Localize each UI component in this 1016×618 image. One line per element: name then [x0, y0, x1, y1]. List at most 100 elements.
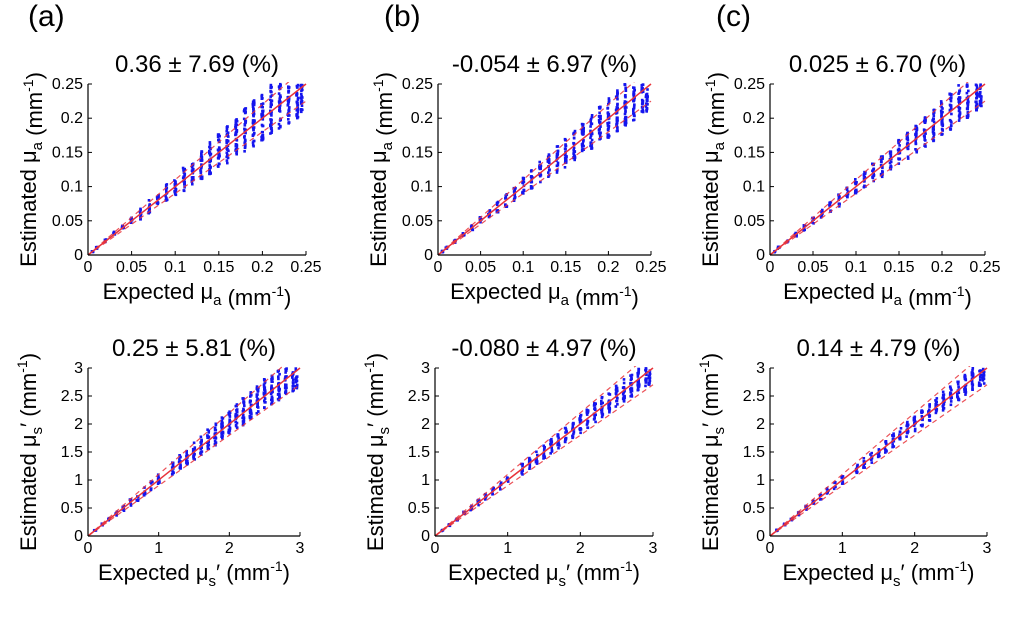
data-point	[641, 83, 645, 87]
data-point	[572, 150, 576, 153]
x-tick-label: 0	[766, 540, 775, 557]
data-point	[593, 415, 596, 418]
data-point	[285, 375, 288, 378]
data-point	[598, 121, 602, 124]
data-point	[942, 407, 945, 410]
data-point	[269, 112, 273, 116]
data-point	[598, 134, 602, 138]
data-point	[528, 465, 532, 469]
data-point	[641, 87, 644, 90]
data-point	[982, 382, 986, 385]
data-point	[913, 429, 917, 433]
data-point	[966, 111, 970, 114]
data-point	[616, 129, 619, 133]
data-point	[164, 198, 168, 202]
point-column	[277, 82, 282, 130]
point-column	[276, 369, 281, 402]
data-point	[932, 112, 935, 115]
data-point	[244, 121, 247, 125]
y-tick-label: 1	[756, 472, 765, 489]
data-point	[601, 414, 604, 417]
data-point	[191, 182, 194, 186]
data-point	[164, 194, 167, 198]
data-point	[913, 427, 917, 431]
y-tick-label: 1	[421, 472, 430, 489]
data-point	[965, 91, 969, 95]
data-point	[270, 99, 273, 103]
data-point	[207, 435, 211, 439]
data-point	[971, 372, 974, 375]
data-point	[797, 513, 801, 517]
x-tick-label: 1	[503, 540, 512, 557]
data-point	[547, 171, 550, 174]
x-tick-label: 3	[649, 540, 658, 557]
data-point	[277, 85, 281, 89]
data-point	[173, 189, 176, 193]
data-point	[615, 117, 619, 121]
data-point	[252, 114, 255, 118]
x-tick-label: 0	[431, 540, 440, 557]
data-point	[488, 209, 492, 212]
data-point	[636, 388, 640, 392]
data-point	[295, 108, 299, 112]
data-point	[179, 460, 182, 463]
data-point	[589, 134, 593, 137]
data-point	[573, 156, 577, 160]
data-point	[278, 107, 282, 110]
data-point	[135, 499, 139, 502]
data-point	[971, 375, 975, 378]
data-point	[966, 115, 970, 119]
data-point	[589, 144, 592, 148]
data-point	[966, 103, 970, 106]
data-point	[853, 181, 857, 184]
data-point	[590, 115, 594, 119]
data-point	[632, 99, 635, 103]
data-point	[522, 192, 525, 195]
data-point	[921, 418, 924, 422]
data-point	[278, 87, 281, 91]
data-point	[287, 107, 291, 111]
data-point	[269, 105, 272, 109]
point-column	[957, 84, 962, 122]
point-column	[589, 114, 594, 150]
data-point	[213, 436, 216, 440]
data-point	[190, 165, 194, 169]
data-point	[932, 128, 935, 131]
y-tick-label: 0.2	[61, 110, 83, 127]
data-point	[206, 441, 209, 445]
data-point	[295, 379, 299, 383]
data-point	[870, 461, 874, 464]
data-point	[263, 381, 267, 385]
bound-line	[770, 384, 988, 536]
data-point	[963, 386, 967, 390]
data-point	[818, 494, 822, 497]
point-column	[177, 454, 182, 470]
data-point	[957, 119, 961, 122]
data-point	[547, 157, 550, 160]
data-point	[630, 393, 633, 396]
data-point	[594, 420, 597, 424]
data-point	[260, 112, 263, 116]
data-point	[615, 386, 619, 390]
data-point	[295, 86, 299, 89]
data-point	[112, 231, 115, 235]
data-point	[856, 470, 859, 474]
data-point	[269, 392, 273, 396]
data-point	[522, 188, 526, 192]
data-point	[932, 117, 935, 120]
point-column	[898, 427, 903, 441]
data-point	[934, 399, 937, 402]
data-point	[278, 101, 281, 105]
data-point	[228, 418, 231, 421]
data-point	[244, 110, 247, 114]
x-axis-label: Expected μs′ (mm-1)	[782, 558, 974, 590]
data-point	[615, 123, 618, 126]
data-point	[277, 92, 281, 95]
data-point	[892, 438, 895, 441]
point-column	[840, 475, 845, 485]
data-point	[586, 419, 589, 423]
data-point	[185, 461, 188, 464]
data-point	[906, 132, 909, 135]
data-point	[170, 473, 174, 476]
